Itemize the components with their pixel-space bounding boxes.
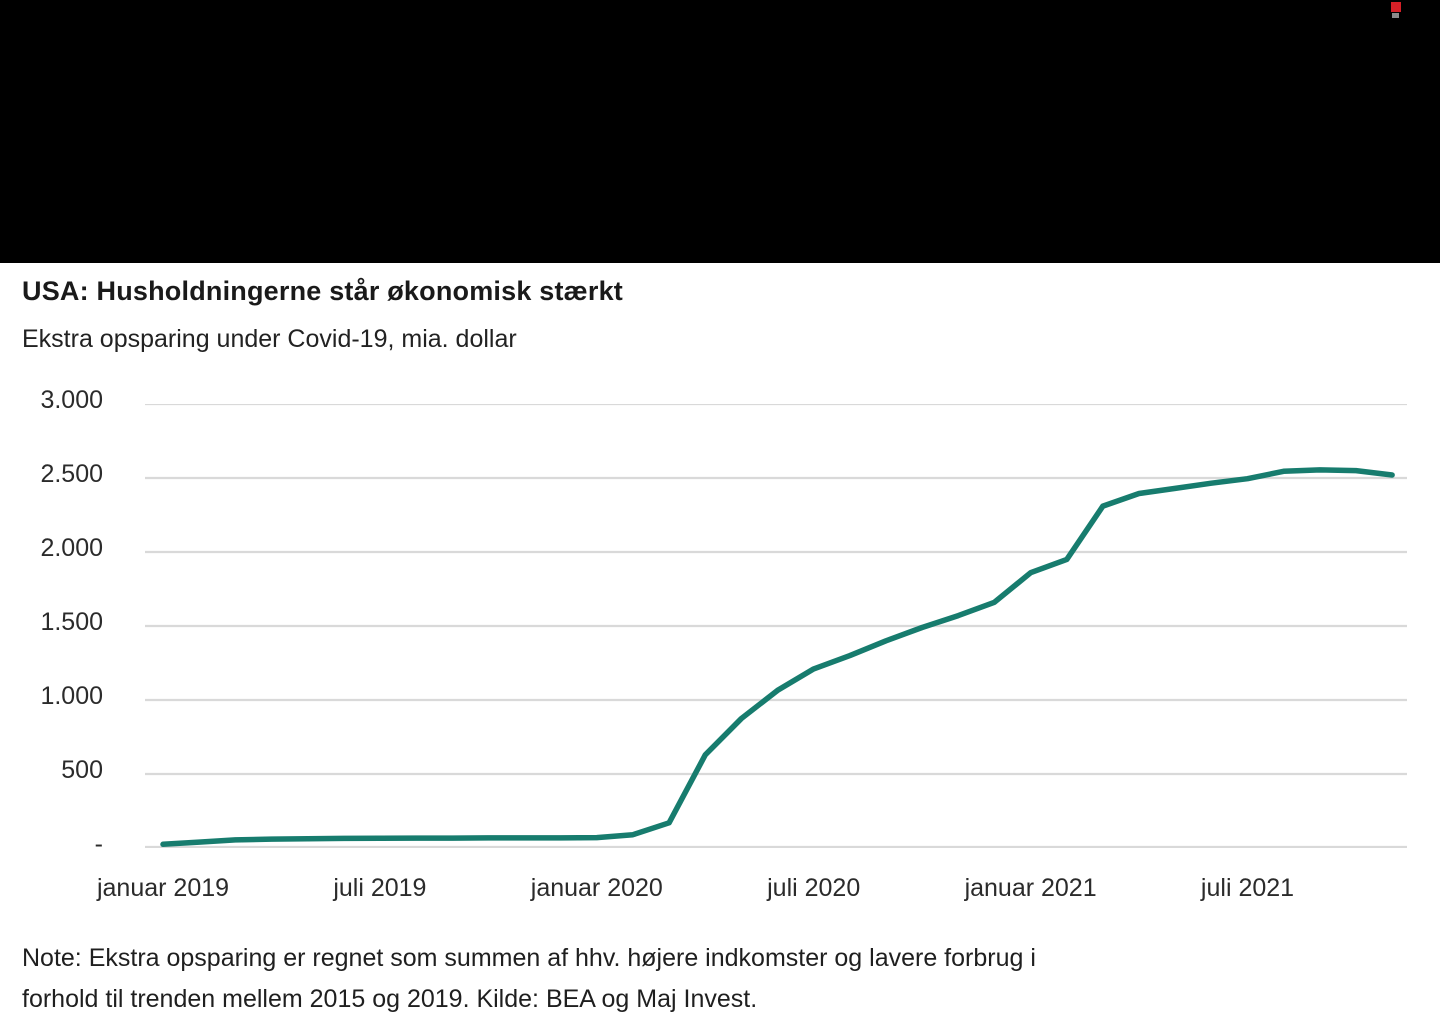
note-line-2: forhold til trenden mellem 2015 og 2019.… [22, 985, 758, 1013]
chart-subtitle: Ekstra opsparing under Covid-19, mia. do… [22, 325, 517, 353]
logo-fragment-gray [1392, 13, 1399, 18]
plot-area [145, 404, 1407, 848]
y-tick-label-0: - [94, 830, 103, 858]
x-tick-label-4: januar 2021 [964, 874, 1097, 902]
line-chart-svg [145, 404, 1407, 848]
savings-line-series [160, 467, 1395, 848]
x-tick-label-2: januar 2020 [530, 874, 663, 902]
y-tick-label-3000: 3.000 [40, 386, 103, 414]
y-axis-labels: - 500 1.000 1.500 2.000 2.500 3.000 [0, 386, 103, 858]
chart-title: USA: Husholdningerne står økonomisk stær… [22, 276, 623, 306]
y-tick-label-500: 500 [61, 756, 103, 784]
chart-note: Note: Ekstra opsparing er regnet som sum… [22, 938, 1362, 1020]
top-black-banner [0, 0, 1440, 263]
y-tick-label-2000: 2.000 [40, 534, 103, 562]
x-axis-labels: januar 2019 juli 2019 januar 2020 juli 2020… [97, 848, 1407, 908]
x-tick-label-3: juli 2020 [767, 874, 861, 902]
y-tick-label-2500: 2.500 [40, 460, 103, 488]
note-line-1: Note: Ekstra opsparing er regnet som sum… [22, 944, 1036, 972]
x-tick-label-0: januar 2019 [96, 874, 230, 902]
y-tick-label-1000: 1.000 [40, 682, 103, 710]
y-tick-label-1500: 1.500 [40, 608, 103, 636]
logo-fragment-red [1391, 2, 1401, 12]
x-tick-label-5: juli 2021 [1200, 874, 1295, 902]
x-tick-label-1: juli 2019 [333, 874, 427, 902]
